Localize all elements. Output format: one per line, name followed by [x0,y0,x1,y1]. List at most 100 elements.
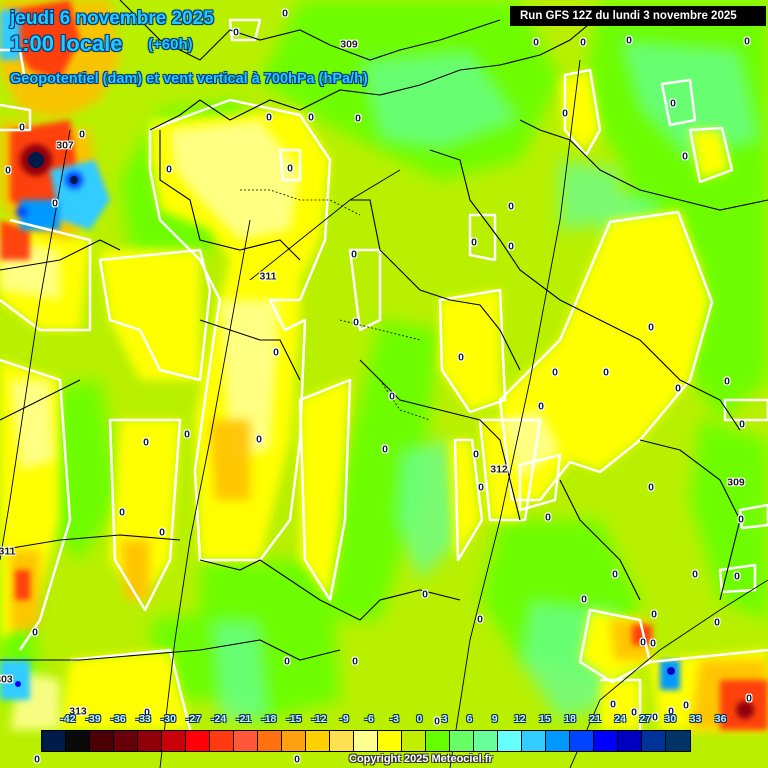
colorbar-swatch [162,731,186,751]
colorbar-tick-label: 12 [513,713,526,725]
colorbar-swatch [522,731,546,751]
zero-contour-label: 0 [508,240,514,253]
colorbar-swatch [570,731,594,751]
colorbar-tick-label: 0 [416,713,423,725]
zero-contour-label: 0 [631,706,637,719]
colorbar-ticks: -42 -39 -36 -33 -30 -27 -24 -21 -18 -15 -12 -9 -6 -3 0… [0,713,768,727]
zero-contour-label: 0 [612,568,618,581]
colorbar-swatch [90,731,114,751]
colorbar-tick-label: 21 [589,713,601,725]
colorbar-tick-label: -24 [211,713,227,725]
internal-boundaries [240,189,431,421]
zero-contour-label: 0 [580,36,586,49]
colorbar-swatch [306,731,330,751]
zero-contour-label: 0 [508,200,514,213]
colorbar-swatch [42,731,66,751]
zero-contour-label: 0 [538,400,544,413]
geopotential-contour-label: 307 [56,139,74,152]
colorbar-tick-label: -39 [85,713,101,725]
colorbar-swatch [666,731,690,751]
zero-contour-label: 0 [651,608,657,621]
zero-contour-label: 0 [32,626,38,639]
meridians [0,59,768,768]
colorbar-swatch [546,731,570,751]
zero-contour-label: 0 [422,588,428,601]
colorbar-tick-label: 27 [639,713,652,725]
colorbar-tick-label: -42 [60,713,76,725]
zero-contour-label: 0 [294,753,300,766]
zero-contour-label: 0 [581,593,587,606]
zero-contour-label: 0 [471,236,477,249]
colorbar-swatch [66,731,90,751]
colorbar-tick-label: -9 [339,713,349,725]
zero-contour-label: 0 [683,699,689,712]
colorbar-tick-label: -30 [160,713,176,725]
zero-contour-label: 0 [352,655,358,668]
zero-contour-label: 0 [184,428,190,441]
zero-contour-label: 0 [692,568,698,581]
colorbar-swatch [378,731,402,751]
colorbar-tick-label: 30 [664,713,677,725]
zero-contour-label: 0 [143,436,149,449]
zero-contour-label: 0 [458,351,464,364]
zero-contour-label: 0 [552,366,558,379]
zero-contour-label: 0 [434,715,440,728]
zero-contour-label: 0 [166,163,172,176]
zero-contour-label: 0 [266,111,272,124]
colorbar-tick-label: 18 [564,713,576,725]
zero-contour-label: 0 [744,35,750,48]
colorbar-tick-label: -36 [110,713,126,725]
forecast-time: 1:00 locale [10,31,123,56]
zero-contour-label: 0 [545,511,551,524]
zero-contour-label: 0 [650,637,656,650]
zero-contour-label: 0 [670,97,676,110]
colorbar-tick-label: 9 [491,713,498,725]
geopotential-contour-label: 312 [490,463,508,476]
zero-contour-label: 0 [308,111,314,124]
zero-contour-label: 0 [351,248,357,261]
colorbar-tick-label: -33 [135,713,151,725]
colorbar-swatch [642,731,666,751]
zero-contour-label: 0 [746,692,752,705]
copyright-text: Copyright 2025 Meteociel.fr [349,753,493,765]
zero-contour-label: 0 [389,390,395,403]
colorbar-swatch [594,731,618,751]
zero-contour-label: 0 [724,375,730,388]
colorbar-swatch [186,731,210,751]
zero-contour-label: 0 [668,705,674,718]
colorbar-tick-label: 6 [466,713,473,725]
forecast-lead-time: (+60h) [148,36,193,53]
zero-contour-label: 0 [19,121,25,134]
run-banner: Run GFS 12Z du lundi 3 novembre 2025 [510,6,766,26]
colorbar-swatch [402,731,426,751]
colorbar-swatch [282,731,306,751]
colorbar-tick-label: -3 [389,713,399,725]
colorbar-tick-label: -27 [185,713,202,725]
geopotential-contour-label: 303 [0,673,13,686]
zero-contour-label: 0 [159,526,165,539]
geopotential-contour-label: 309 [727,476,745,489]
colorbar-tick-label: 15 [539,713,551,725]
colorbar-swatch [498,731,522,751]
colorbar-tick-label: 3 [441,713,448,725]
zero-contour-label: 0 [52,197,58,210]
zero-contour-label: 0 [284,655,290,668]
zero-contour-label: 0 [353,316,359,329]
forecast-date: jeudi 6 novembre 2025 [10,8,214,29]
zero-contour-label: 0 [119,506,125,519]
zero-contour-label: 0 [610,698,616,711]
colorbar-swatch [618,731,642,751]
zero-contour-label: 0 [477,613,483,626]
colorbar-tick-label: -15 [286,713,302,725]
map-parameter-title: Geopotentiel (dam) et vent vertical à 70… [10,71,368,87]
zero-contour-label: 0 [652,711,658,724]
colorbar-swatch [210,731,234,751]
colorbar-swatch [138,731,162,751]
zero-contour-label: 0 [603,366,609,379]
geopotential-contour-label: 313 [69,705,87,718]
zero-contour-label: 0 [478,481,484,494]
colorbar-tick-label: -12 [311,713,327,725]
colorbar-swatch [114,731,138,751]
